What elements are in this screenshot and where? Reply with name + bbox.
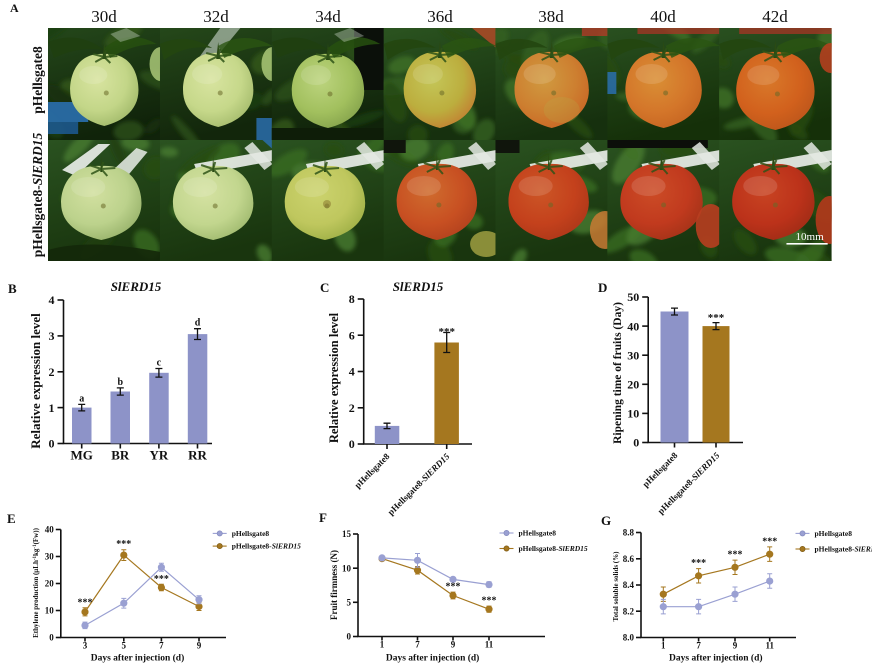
svg-text:RR: RR [188,448,207,463]
svg-text:2: 2 [349,401,355,415]
svg-text:b: b [118,377,124,388]
svg-text:***: *** [438,326,455,338]
svg-text:30: 30 [45,552,55,562]
svg-text:***: *** [116,539,131,550]
svg-text:pHellsgate8: pHellsgate8 [30,46,45,114]
svg-text:***: *** [691,558,706,569]
svg-text:YR: YR [150,448,169,463]
svg-text:Fruit firmness (N): Fruit firmness (N) [329,550,339,620]
svg-text:30d: 30d [91,7,117,26]
svg-text:E: E [7,511,16,526]
svg-text:***: *** [728,550,743,561]
svg-text:***: *** [78,597,93,608]
svg-text:40d: 40d [650,7,676,26]
svg-text:9: 9 [733,641,738,651]
svg-text:***: *** [708,312,725,324]
svg-text:pHellsgate8-SlERD15: pHellsgate8-SlERD15 [815,545,872,554]
svg-text:5: 5 [122,641,127,651]
svg-text:11: 11 [765,641,774,651]
svg-text:36d: 36d [427,7,453,26]
svg-text:A: A [10,1,19,15]
svg-text:Relative expression level: Relative expression level [28,313,43,449]
svg-text:Total soluble solids (%): Total soluble solids (%) [612,551,620,622]
svg-text:***: *** [762,536,777,547]
svg-text:pHellsgate8: pHellsgate8 [815,529,853,538]
svg-text:pHellsgate8-SlERD15: pHellsgate8-SlERD15 [519,544,588,553]
svg-text:50: 50 [627,290,639,304]
svg-text:8.0: 8.0 [623,633,635,643]
svg-text:5: 5 [347,598,352,608]
svg-text:2: 2 [49,365,55,379]
svg-text:0: 0 [347,632,352,642]
svg-text:Ripening time of fruits (Day): Ripening time of fruits (Day) [612,302,624,444]
svg-text:pHellsgate8-SlERD15: pHellsgate8-SlERD15 [386,451,452,517]
svg-text:40: 40 [45,525,55,535]
svg-text:8.6: 8.6 [623,554,635,564]
svg-text:G: G [601,513,611,528]
svg-text:10: 10 [342,563,352,573]
svg-text:***: *** [154,574,169,585]
svg-text:1: 1 [380,640,385,650]
svg-text:3: 3 [49,329,55,343]
svg-text:15: 15 [342,529,352,539]
svg-text:8.4: 8.4 [623,580,635,590]
svg-text:9: 9 [197,641,202,651]
svg-text:pHellsgate8: pHellsgate8 [519,529,557,538]
svg-text:D: D [598,280,607,295]
svg-text:d: d [195,318,201,329]
svg-text:20: 20 [627,378,639,392]
svg-text:11: 11 [485,640,494,650]
svg-text:Relative expression level: Relative expression level [327,312,341,443]
svg-text:SlERD15: SlERD15 [111,279,162,294]
svg-text:***: *** [446,582,461,593]
svg-text:F: F [319,510,327,525]
svg-text:4: 4 [49,293,55,307]
svg-text:1: 1 [49,401,55,415]
svg-text:40: 40 [627,319,639,333]
svg-text:BR: BR [111,448,130,463]
svg-text:0: 0 [49,437,55,451]
svg-text:7: 7 [415,640,420,650]
svg-text:4: 4 [349,365,355,379]
svg-text:10mm: 10mm [796,231,825,243]
svg-text:B: B [8,281,17,296]
svg-text:6: 6 [349,328,355,342]
svg-text:SlERD15: SlERD15 [393,279,444,294]
svg-text:8.2: 8.2 [623,606,635,616]
svg-text:38d: 38d [538,7,564,26]
svg-text:pHellsgate8-SlERD15: pHellsgate8-SlERD15 [30,132,45,257]
svg-text:42d: 42d [762,7,788,26]
svg-text:MG: MG [71,448,93,463]
svg-text:10: 10 [45,606,55,616]
svg-text:20: 20 [45,579,55,589]
svg-text:8: 8 [349,292,355,306]
svg-text:0: 0 [49,633,54,643]
svg-text:pHellsgate8: pHellsgate8 [353,451,392,490]
svg-text:pHellsgate8: pHellsgate8 [641,450,680,489]
svg-text:30: 30 [627,348,639,362]
svg-text:pHellsgate8: pHellsgate8 [232,529,270,538]
svg-text:Days after injection (d): Days after injection (d) [669,653,763,664]
svg-text:10: 10 [627,407,639,421]
svg-text:***: *** [482,596,497,607]
svg-text:7: 7 [696,641,701,651]
svg-text:9: 9 [451,640,456,650]
svg-text:a: a [79,393,84,404]
svg-text:3: 3 [83,641,88,651]
svg-text:Days after injection (d): Days after injection (d) [91,653,185,664]
svg-text:0: 0 [349,437,355,451]
svg-text:7: 7 [159,641,164,651]
svg-text:34d: 34d [315,7,341,26]
svg-text:1: 1 [661,641,666,651]
svg-text:8.8: 8.8 [623,528,635,538]
svg-text:pHellsgate8-SlERD15: pHellsgate8-SlERD15 [232,542,301,551]
svg-text:Days after injection (d): Days after injection (d) [386,653,480,664]
svg-text:0: 0 [633,436,639,450]
svg-text:C: C [320,280,329,295]
svg-text:32d: 32d [203,7,229,26]
svg-text:c: c [157,358,162,369]
svg-text:Ethylene production (μLh-1kg-1: Ethylene production (μLh-1kg-1(Fw)) [32,527,40,637]
